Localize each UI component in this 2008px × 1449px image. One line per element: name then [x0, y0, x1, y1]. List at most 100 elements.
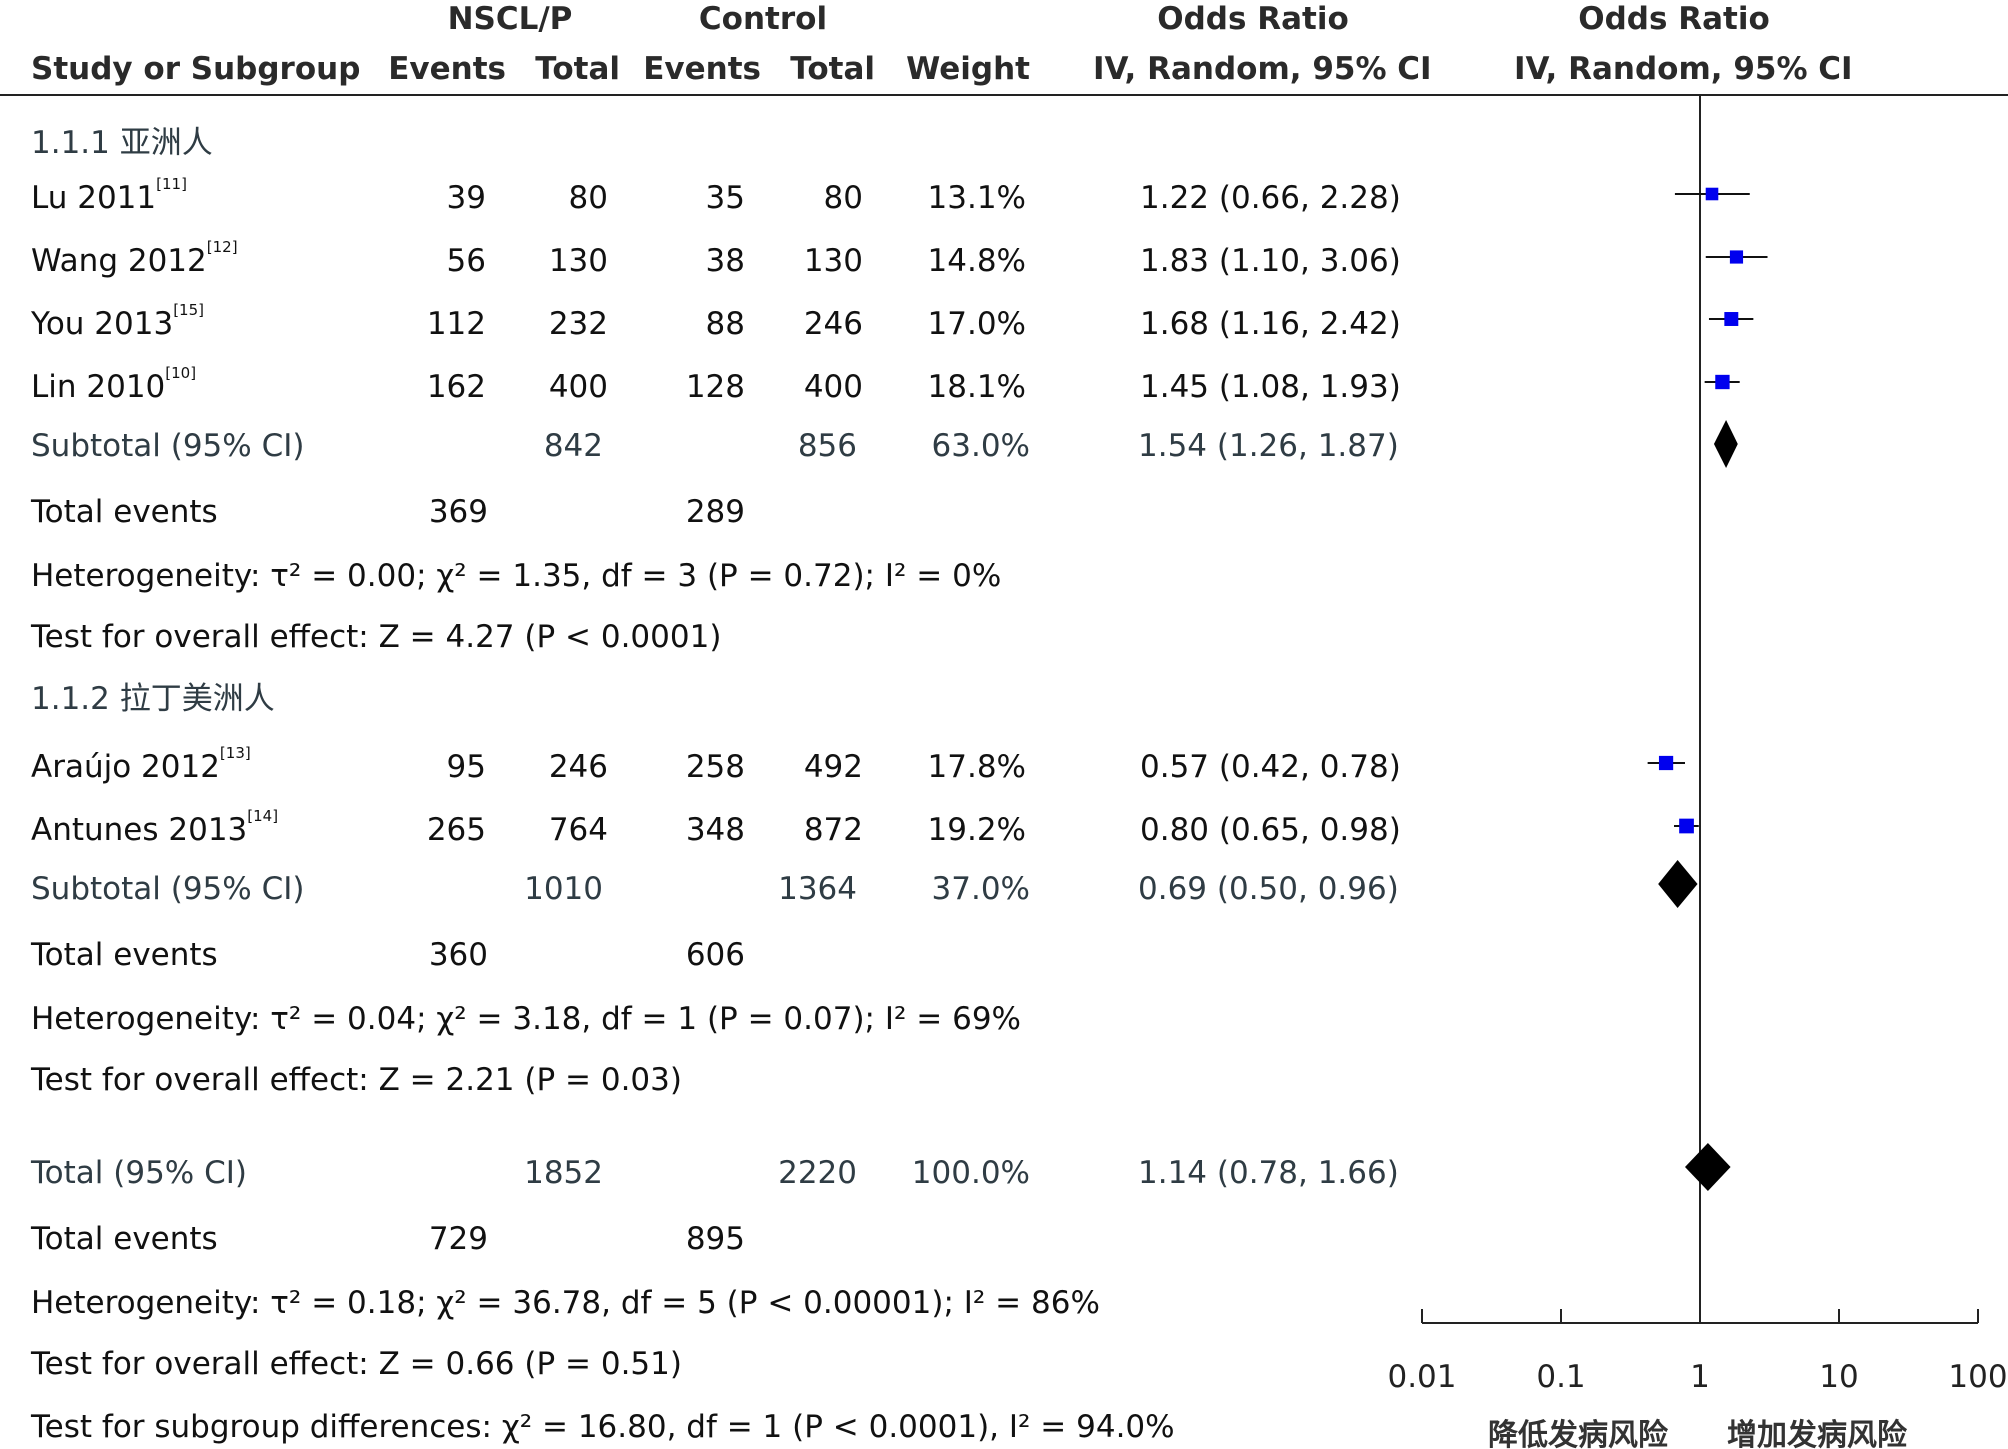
overall-effect-text: Test for overall effect: Z = 0.66 (P = 0… [31, 1346, 682, 1382]
ci-cell: 1.22 (0.66, 2.28) [1140, 180, 1401, 216]
study-name: Antunes 2013[14] [31, 807, 279, 848]
subtotal-total1: 1010 [524, 871, 603, 907]
subgroup-title: 1.1.1 亚洲人 [31, 125, 213, 161]
pooled-diamond [1713, 420, 1738, 468]
total1-cell: 80 [568, 180, 608, 216]
total-total2: 2220 [778, 1155, 857, 1191]
study-ref: [11] [156, 175, 187, 193]
events1-cell: 162 [426, 369, 486, 405]
total-events-label: Total events [31, 494, 218, 530]
total1-cell: 232 [548, 306, 608, 342]
study-name: You 2013[15] [31, 301, 204, 342]
events2-cell: 258 [685, 749, 745, 785]
x-tick-label: 100 [1948, 1359, 2007, 1395]
events2-header: Events [643, 51, 761, 87]
subgroup-title: 1.1.2 拉丁美洲人 [31, 681, 275, 717]
study-marker [1729, 250, 1744, 264]
total-events-1: 729 [428, 1221, 488, 1257]
subtotal-total2: 856 [797, 428, 857, 464]
total-events-2: 606 [685, 937, 745, 973]
total-events-label: Total events [31, 937, 218, 973]
favours-left-label: 降低发病风险 [1488, 1418, 1669, 1449]
favours-right-label: 增加发病风险 [1727, 1418, 1908, 1449]
study-marker [1724, 312, 1739, 326]
total-total1: 1852 [524, 1155, 603, 1191]
method-header-1: IV, Random, 95% CI [1093, 51, 1432, 87]
study-ref: [15] [173, 301, 204, 319]
heterogeneity-text: Heterogeneity: τ² = 0.00; χ² = 1.35, df … [31, 558, 1002, 594]
total-weight: 100.0% [911, 1155, 1030, 1191]
or-header-1: Odds Ratio [1157, 1, 1349, 37]
ci-cell: 1.45 (1.08, 1.93) [1140, 369, 1401, 405]
subgroup-differences-text: Test for subgroup differences: χ² = 16.8… [31, 1409, 1175, 1445]
total-events-2: 895 [685, 1221, 745, 1257]
x-tick-label: 1 [1690, 1359, 1710, 1395]
events1-cell: 112 [426, 306, 486, 342]
weight-header: Weight [906, 51, 1030, 87]
study-marker [1658, 755, 1674, 771]
total1-cell: 400 [548, 369, 608, 405]
events1-cell: 56 [446, 243, 486, 279]
events2-cell: 35 [705, 180, 745, 216]
total1-header: Total [535, 51, 620, 87]
study-name: Araújo 2012[13] [31, 744, 251, 785]
events1-cell: 39 [446, 180, 486, 216]
subtotal-ci: 0.69 (0.50, 0.96) [1138, 871, 1399, 907]
events1-header: Events [388, 51, 506, 87]
total-events-2: 289 [685, 494, 745, 530]
total-events-1: 369 [428, 494, 488, 530]
subtotal-label: Subtotal (95% CI) [31, 871, 305, 907]
header-rule [0, 94, 2008, 96]
weight-cell: 17.8% [927, 749, 1026, 785]
total-label: Total (95% CI) [31, 1155, 247, 1191]
group1-header: NSCL/P [447, 1, 573, 37]
total1-cell: 246 [548, 749, 608, 785]
ci-cell: 0.57 (0.42, 0.78) [1140, 749, 1401, 785]
weight-cell: 19.2% [927, 812, 1026, 848]
heterogeneity-text: Heterogeneity: τ² = 0.04; χ² = 3.18, df … [31, 1001, 1022, 1037]
or-header-2: Odds Ratio [1578, 1, 1770, 37]
method-header-2: IV, Random, 95% CI [1514, 51, 1853, 87]
events2-cell: 348 [685, 812, 745, 848]
pooled-diamond [1658, 860, 1698, 908]
subtotal-total1: 842 [543, 428, 603, 464]
study-marker [1679, 818, 1694, 834]
study-name: Lu 2011[11] [31, 175, 187, 216]
subtotal-weight: 37.0% [931, 871, 1030, 907]
study-name: Wang 2012[12] [31, 238, 238, 279]
x-tick-label: 10 [1819, 1359, 1858, 1395]
total2-cell: 130 [803, 243, 863, 279]
overall-effect-text: Test for overall effect: Z = 2.21 (P = 0… [31, 1062, 682, 1098]
subtotal-total2: 1364 [778, 871, 857, 907]
weight-cell: 14.8% [927, 243, 1026, 279]
total1-cell: 764 [548, 812, 608, 848]
subtotal-ci: 1.54 (1.26, 1.87) [1138, 428, 1399, 464]
ci-cell: 0.80 (0.65, 0.98) [1140, 812, 1401, 848]
events1-cell: 265 [426, 812, 486, 848]
ci-cell: 1.83 (1.10, 3.06) [1140, 243, 1401, 279]
study-ref: [10] [165, 364, 197, 382]
total2-cell: 492 [803, 749, 863, 785]
study-ref: [14] [247, 807, 279, 825]
events2-cell: 38 [705, 243, 745, 279]
x-tick-label: 0.1 [1536, 1359, 1585, 1395]
group2-header: Control [698, 1, 828, 37]
total2-cell: 872 [803, 812, 863, 848]
events1-cell: 95 [446, 749, 486, 785]
study-ref: [12] [206, 238, 238, 256]
study-marker [1705, 187, 1719, 201]
study-header: Study or Subgroup [31, 51, 361, 87]
total2-cell: 400 [803, 369, 863, 405]
study-marker [1715, 374, 1730, 390]
subtotal-label: Subtotal (95% CI) [31, 428, 305, 464]
events2-cell: 88 [705, 306, 745, 342]
weight-cell: 17.0% [927, 306, 1026, 342]
study-name: Lin 2010[10] [31, 364, 197, 405]
weight-cell: 18.1% [927, 369, 1026, 405]
overall-effect-text: Test for overall effect: Z = 4.27 (P < 0… [31, 619, 722, 655]
total2-header: Total [790, 51, 875, 87]
ci-cell: 1.68 (1.16, 2.42) [1140, 306, 1401, 342]
total2-cell: 246 [803, 306, 863, 342]
study-ref: [13] [219, 744, 251, 762]
